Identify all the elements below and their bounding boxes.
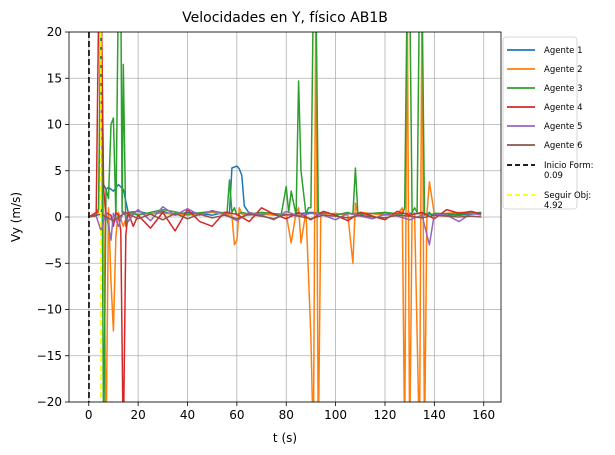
x-tick-label: 0 xyxy=(85,408,93,422)
legend-label: Agente 1 xyxy=(544,46,583,56)
legend: Agente 1 Agente 2 Agente 3 Agente 4 Agente 5… xyxy=(502,36,593,211)
y-tick-label: 0 xyxy=(54,210,62,224)
legend-label: Agente 4 xyxy=(544,103,583,113)
x-axis: 0 20 40 60 80 100 120 140 160 xyxy=(85,402,495,422)
x-tick-label: 20 xyxy=(130,408,145,422)
y-tick-label: −10 xyxy=(37,303,62,317)
y-tick-label: −15 xyxy=(37,349,62,363)
x-tick-label: 140 xyxy=(423,408,446,422)
series-line-agente-2 xyxy=(88,32,482,402)
legend-label: Inicio Form: xyxy=(544,161,593,171)
y-tick-label: 20 xyxy=(47,25,62,39)
x-tick-label: 60 xyxy=(229,408,244,422)
legend-label: Agente 2 xyxy=(544,65,583,75)
y-tick-label: 5 xyxy=(54,164,62,178)
legend-label: 0.09 xyxy=(544,171,563,181)
legend-label: 4.92 xyxy=(544,201,563,211)
y-axis: −20 −15 −10 −5 0 5 10 15 20 xyxy=(37,25,69,409)
plot-area xyxy=(88,32,482,402)
series-line-agente-4 xyxy=(88,32,482,402)
series-line-agente-3 xyxy=(88,32,482,402)
legend-box xyxy=(502,36,578,210)
chart-title: Velocidades en Y, físico AB1B xyxy=(182,10,388,26)
y-tick-label: −5 xyxy=(44,256,62,270)
y-tick-label: 15 xyxy=(47,71,62,85)
legend-label: Agente 3 xyxy=(544,84,583,94)
legend-label: Agente 6 xyxy=(544,141,583,151)
y-tick-label: 10 xyxy=(47,118,62,132)
x-tick-label: 160 xyxy=(472,408,495,422)
legend-label: Seguir Obj: xyxy=(544,191,591,201)
x-tick-label: 80 xyxy=(279,408,294,422)
series-line-agente-6 xyxy=(88,211,482,222)
legend-label: Agente 5 xyxy=(544,122,583,132)
x-axis-label: t (s) xyxy=(273,431,297,445)
y-axis-label: Vy (m/s) xyxy=(9,192,23,242)
x-tick-label: 120 xyxy=(374,408,397,422)
y-tick-label: −20 xyxy=(37,395,62,409)
x-tick-label: 40 xyxy=(180,408,195,422)
x-tick-label: 100 xyxy=(324,408,347,422)
